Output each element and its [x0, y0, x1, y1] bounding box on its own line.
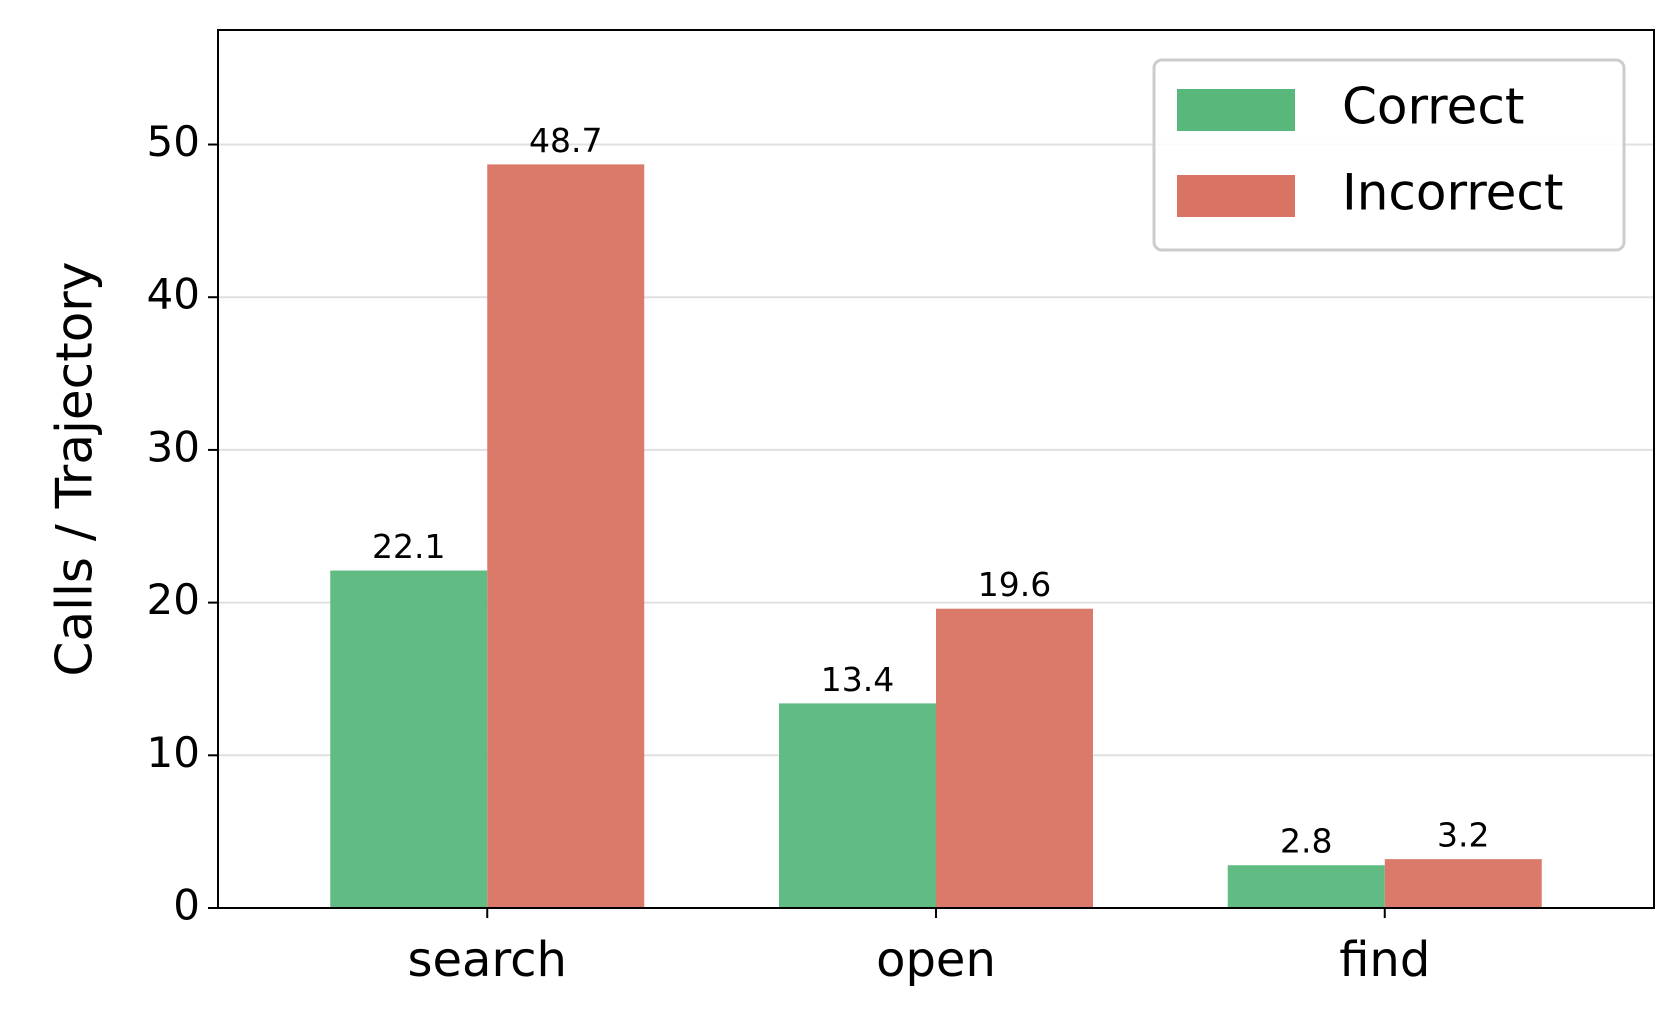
legend-swatch [1177, 89, 1295, 131]
value-label: 19.6 [978, 565, 1051, 604]
value-label: 2.8 [1280, 822, 1332, 861]
x-tick-label: open [876, 932, 996, 988]
x-tick-label: find [1339, 932, 1430, 988]
value-label: 22.1 [372, 527, 445, 566]
axes-frame [217, 29, 1655, 909]
bar [779, 703, 936, 908]
legend-label: Correct [1342, 78, 1525, 136]
y-tick-label: 30 [147, 422, 200, 471]
x-tick-label: search [408, 932, 567, 988]
y-tick-label: 50 [147, 117, 200, 166]
value-label: 13.4 [821, 660, 894, 699]
bar [1384, 859, 1542, 908]
y-axis-label: Calls / Trajectory [46, 262, 104, 677]
value-label: 48.7 [529, 121, 602, 160]
bar [487, 164, 645, 908]
legend-label: Incorrect [1342, 164, 1564, 222]
legend-swatch [1177, 175, 1295, 217]
bar [1227, 865, 1385, 908]
y-tick-label: 20 [147, 575, 200, 624]
value-label: 3.2 [1437, 816, 1489, 855]
bar [936, 608, 1093, 908]
bar [330, 570, 488, 908]
y-tick-label: 0 [173, 881, 200, 930]
y-tick-label: 10 [147, 728, 200, 777]
y-tick-label: 40 [147, 270, 200, 319]
